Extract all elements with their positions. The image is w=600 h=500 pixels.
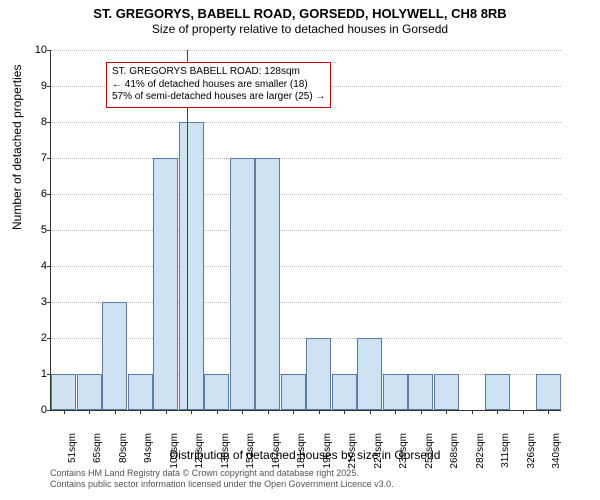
x-tick-mark (64, 410, 65, 414)
gridline (51, 158, 561, 159)
x-tick-mark (497, 410, 498, 414)
gridline (51, 50, 561, 51)
x-axis-label: Distribution of detached houses by size … (50, 448, 560, 462)
y-tick-mark (47, 122, 51, 123)
y-tick-mark (47, 194, 51, 195)
x-tick-mark (319, 410, 320, 414)
y-tick-mark (47, 230, 51, 231)
title-line-2: Size of property relative to detached ho… (0, 22, 600, 37)
x-tick-mark (293, 410, 294, 414)
y-tick-mark (47, 338, 51, 339)
footer-line: Contains HM Land Registry data © Crown c… (50, 468, 394, 479)
y-tick-mark (47, 410, 51, 411)
gridline (51, 230, 561, 231)
annotation-line: ← 41% of detached houses are smaller (18… (112, 79, 325, 92)
y-tick-mark (47, 158, 51, 159)
y-tick-label: 4 (29, 260, 47, 272)
x-tick-mark (548, 410, 549, 414)
y-tick-label: 7 (29, 152, 47, 164)
gridline (51, 266, 561, 267)
histogram-bar (51, 374, 76, 410)
x-tick-mark (370, 410, 371, 414)
x-tick-mark (268, 410, 269, 414)
x-tick-mark (166, 410, 167, 414)
y-tick-label: 1 (29, 368, 47, 380)
histogram-bar (281, 374, 306, 410)
x-tick-mark (446, 410, 447, 414)
y-axis-label: Number of detached properties (10, 65, 24, 230)
gridline (51, 302, 561, 303)
histogram-bar (153, 158, 178, 410)
y-tick-label: 0 (29, 404, 47, 416)
y-tick-label: 8 (29, 116, 47, 128)
y-tick-label: 2 (29, 332, 47, 344)
histogram-bar (357, 338, 382, 410)
annotation-box: ST. GREGORYS BABELL ROAD: 128sqm ← 41% o… (106, 62, 331, 108)
x-tick-mark (242, 410, 243, 414)
gridline (51, 194, 561, 195)
histogram-bar (102, 302, 127, 410)
histogram-bar (204, 374, 229, 410)
histogram-bar (536, 374, 561, 410)
histogram-bar (434, 374, 459, 410)
y-tick-label: 6 (29, 188, 47, 200)
x-tick-mark (217, 410, 218, 414)
y-tick-label: 10 (29, 44, 47, 56)
x-tick-mark (344, 410, 345, 414)
histogram-bar (383, 374, 408, 410)
x-tick-mark (523, 410, 524, 414)
gridline (51, 122, 561, 123)
y-tick-label: 5 (29, 224, 47, 236)
y-tick-mark (47, 302, 51, 303)
footer-attribution: Contains HM Land Registry data © Crown c… (50, 468, 394, 491)
x-tick-mark (421, 410, 422, 414)
y-tick-mark (47, 50, 51, 51)
footer-line: Contains public sector information licen… (50, 479, 394, 490)
histogram-bar (485, 374, 510, 410)
plot-area: 01234567891051sqm65sqm80sqm94sqm109sqm12… (50, 50, 561, 411)
x-tick-mark (472, 410, 473, 414)
histogram-bar (128, 374, 153, 410)
histogram-bar (332, 374, 357, 410)
y-tick-mark (47, 86, 51, 87)
y-tick-label: 3 (29, 296, 47, 308)
title-line-1: ST. GREGORYS, BABELL ROAD, GORSEDD, HOLY… (0, 6, 600, 22)
histogram-bar (408, 374, 433, 410)
histogram-bar (255, 158, 280, 410)
x-tick-mark (395, 410, 396, 414)
chart-container: ST. GREGORYS, BABELL ROAD, GORSEDD, HOLY… (0, 0, 600, 500)
x-tick-mark (140, 410, 141, 414)
histogram-bar (230, 158, 255, 410)
x-tick-mark (115, 410, 116, 414)
x-tick-mark (89, 410, 90, 414)
histogram-bar (179, 122, 204, 410)
histogram-bar (306, 338, 331, 410)
title-block: ST. GREGORYS, BABELL ROAD, GORSEDD, HOLY… (0, 0, 600, 37)
y-tick-mark (47, 266, 51, 267)
histogram-bar (77, 374, 102, 410)
x-tick-mark (191, 410, 192, 414)
y-tick-label: 9 (29, 80, 47, 92)
annotation-line: ST. GREGORYS BABELL ROAD: 128sqm (112, 66, 325, 79)
annotation-line: 57% of semi-detached houses are larger (… (112, 91, 325, 104)
